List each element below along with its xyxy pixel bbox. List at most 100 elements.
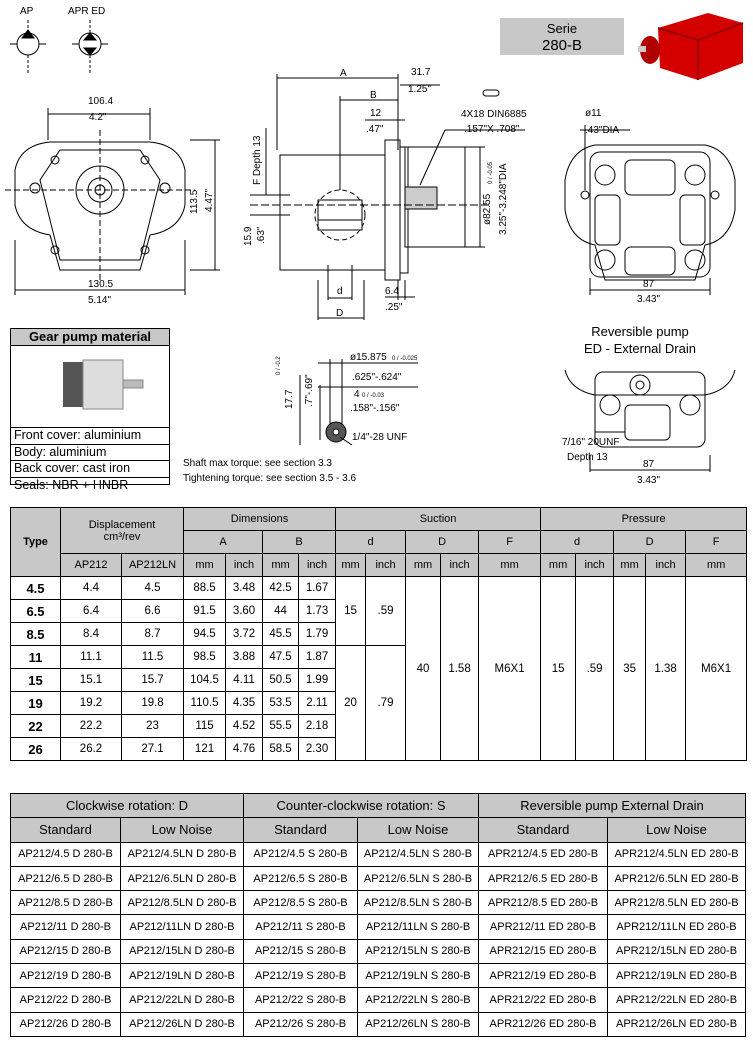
shaft-torque-note: Shaft max torque: see section 3.3 [183, 458, 332, 469]
shaft-thread: 1/4"-28 UNF [352, 432, 407, 443]
dim-a-label: A [340, 68, 347, 79]
table-cell: 47.5 [262, 645, 300, 669]
code-cell: AP212/4.5LN D 280-B [119, 841, 245, 867]
reversible-width-inch: 3.43" [637, 475, 660, 486]
header-unit: mm [540, 553, 577, 577]
code-cell: AP212/26LN D 280-B [119, 1011, 245, 1037]
shaft-detail-drawing: ø15.875 0 / -0.025 .625"-.624" 4 0 / -0.… [276, 352, 418, 445]
code-cell: AP212/6.5LN S 280-B [357, 865, 480, 892]
table-row: AP212/26 D 280-B AP212/26LN D 280-B AP212/… [10, 1011, 747, 1037]
table-cell: 110.5 [183, 691, 227, 715]
header-unit: mm [685, 553, 748, 577]
shaft-dia-tolerance: 0 / -0.025 [392, 356, 418, 362]
shaft-height-mm: 17.7 [284, 389, 295, 409]
code-cell: APR212/11LN ED 280-B [607, 914, 747, 940]
front-view-drawing: 106.4 4.2" 113.5 4.47" 130.5 5.14" [5, 96, 220, 306]
apr-symbol-label: APR ED [68, 6, 105, 17]
header-unit: mm [335, 553, 367, 577]
table-cell: 2.11 [298, 691, 337, 715]
material-title: Gear pump material [11, 329, 169, 346]
drain-thread: 7/16" 20UNF [562, 437, 619, 448]
hydraulic-symbols: AP APR ED [10, 6, 108, 74]
subheader-cell: Low Noise [119, 817, 245, 843]
code-cell: APR212/22LN ED 280-B [607, 987, 747, 1013]
shaft-dia-inch: .625"-.624" [352, 372, 402, 383]
pressure-d-inch: .59 [575, 576, 615, 761]
material-body: Body: aluminium [11, 443, 169, 461]
type-cell: 26 [10, 737, 61, 761]
header-unit: mm [262, 553, 300, 577]
suction-D-inch: 1.58 [440, 576, 480, 761]
shaft-key-inch: .158"-.156" [350, 403, 400, 414]
reversible-width-mm: 87 [643, 459, 655, 470]
code-cell: AP212/15LN S 280-B [357, 938, 480, 965]
table-cell: 58.5 [262, 737, 300, 761]
shaft-height-inch: .7"-.69" [304, 374, 315, 407]
dim-12-inch: .47" [366, 124, 384, 135]
code-cell: AP212/6.5 D 280-B [10, 865, 121, 892]
reversible-title-line2: ED - External Drain [584, 341, 696, 356]
table-row: AP212/19 D 280-B AP212/19LN D 280-B AP212/… [10, 963, 747, 989]
type-cell: 15 [10, 668, 61, 692]
table-cell: 2.30 [298, 737, 337, 761]
table-cell: 3.88 [225, 645, 264, 669]
header-clockwise: Clockwise rotation: D [9, 792, 245, 819]
table-row: 11 11.1 11.5 98.5 3.88 47.5 1.87 20.79 [10, 645, 747, 761]
table-cell: 3.48 [225, 576, 264, 600]
ap-symbol-label: AP [20, 6, 34, 17]
code-cell: AP212/4.5 D 280-B [10, 841, 121, 867]
tightening-torque-note: Tightening torque: see section 3.5 - 3.6 [183, 473, 357, 484]
header-type: Type [10, 507, 61, 577]
header-pressure: Pressure [540, 507, 748, 531]
code-cell: APR212/19LN ED 280-B [607, 963, 747, 989]
header-a: A [183, 530, 264, 554]
table-cell: 4.35 [225, 691, 264, 715]
table-cell: 4.52 [225, 714, 264, 738]
header-unit: mm [613, 553, 647, 577]
table-cell: 53.5 [262, 691, 300, 715]
material-front-cover: Front cover: aluminium [11, 427, 169, 444]
pilot-dia-inch: 3.25"-3.248"DIA [498, 163, 509, 235]
code-cell: AP212/22LN D 280-B [119, 987, 245, 1013]
side-view-drawing: A B 31.7 1.25" 12 .47" 4X18 DIN6885 .157… [243, 67, 527, 320]
code-cell: APR212/6.5LN ED 280-B [607, 865, 747, 892]
displacement-unit: cm³/rev [103, 530, 141, 543]
dim-big-d: D [336, 308, 343, 319]
rear-hole-mm: ø11 [585, 108, 602, 119]
table-cell: 6.6 [120, 599, 185, 623]
code-cell: AP212/11 S 280-B [243, 914, 359, 940]
code-cell: APR212/8.5LN ED 280-B [607, 890, 747, 916]
type-cell: 8.5 [10, 622, 61, 646]
subheader-row: Standard Low Noise Standard Low Noise Standa… [10, 817, 747, 843]
rear-width-inch: 3.43" [637, 294, 660, 305]
table-cell: 115 [183, 714, 227, 738]
header-unit: inch [645, 553, 687, 577]
table-row: 8.5 8.4 8.7 94.5 3.72 45.5 1.79 [10, 622, 747, 646]
table-row: AP212/22 D 280-B AP212/22LN D 280-B AP212/… [10, 987, 747, 1013]
table-cell: 15.7 [120, 668, 185, 692]
header-suction: Suction [335, 507, 542, 531]
pump-photo [638, 13, 744, 80]
table-cell: 15.1 [60, 668, 122, 692]
code-cell: AP212/6.5 S 280-B [243, 865, 359, 892]
table-row: 19 19.2 19.8 110.5 4.35 53.5 2.11 [10, 691, 747, 715]
dimensions-table: Type Displacement cm³/rev Dimensions Suct… [10, 507, 748, 761]
table-cell: 1.73 [298, 599, 337, 623]
code-cell: APR212/6.5 ED 280-B [478, 865, 609, 892]
code-cell: AP212/15 S 280-B [243, 938, 359, 965]
reversible-pump-title: Reversible pump ED - External Drain [560, 323, 720, 357]
dim-12-mm: 12 [370, 108, 382, 119]
rear-view-drawing: ø11 .43"DIA 87 3.43" [564, 108, 736, 305]
serie-label: Serie [546, 21, 578, 36]
code-cell: APR212/4.5 ED 280-B [478, 841, 609, 867]
table-cell: 3.72 [225, 622, 264, 646]
table-cell: 45.5 [262, 622, 300, 646]
code-cell: APR212/26 ED 280-B [478, 1011, 609, 1037]
code-cell: AP212/22 D 280-B [10, 987, 121, 1013]
reversible-rear-drawing: 7/16" 20UNF Depth 13 87 3.43" [562, 369, 736, 486]
table-cell: 22.2 [60, 714, 122, 738]
front-width-mm: 130.5 [88, 279, 113, 290]
dim-small-d: d [337, 286, 343, 297]
code-cell: AP212/26 S 280-B [243, 1011, 359, 1037]
